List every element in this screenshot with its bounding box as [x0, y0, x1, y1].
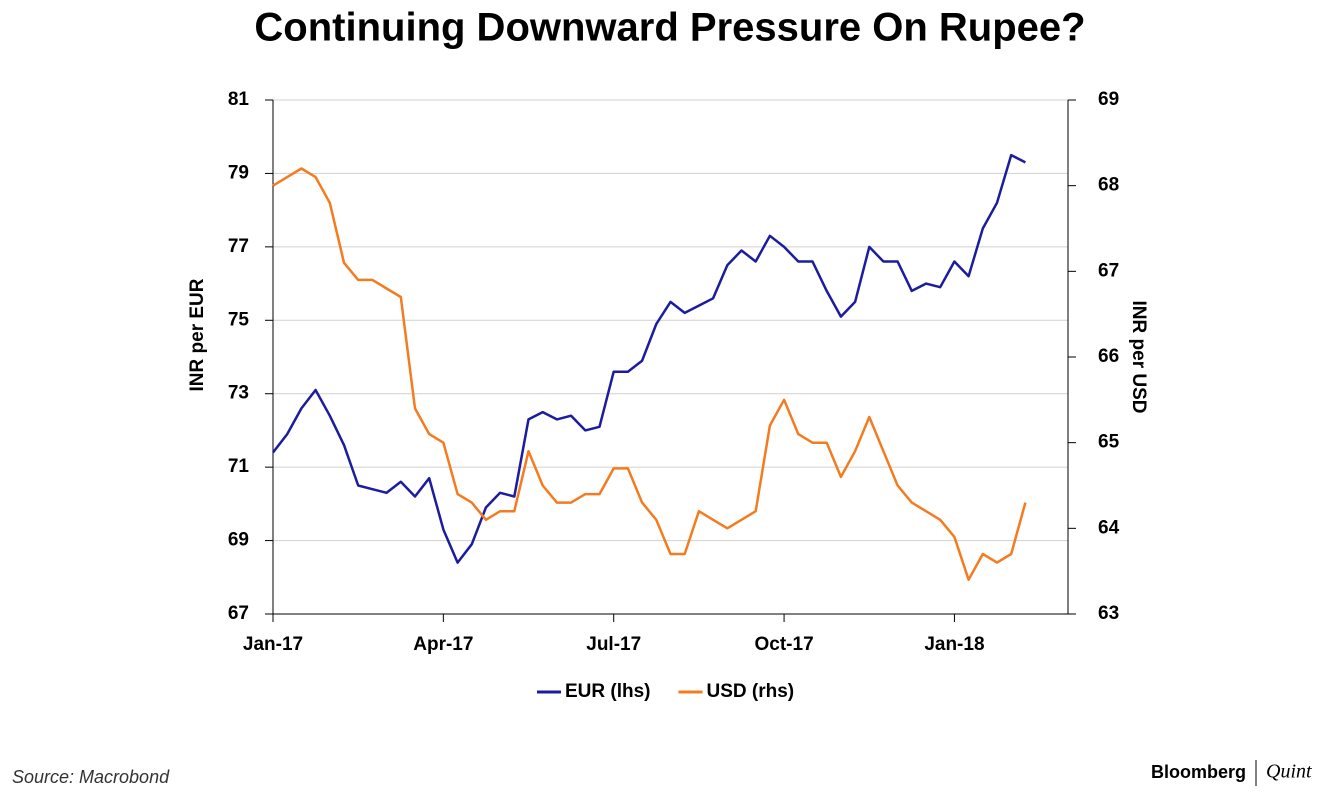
- y-axis-label: INR per EUR: [187, 278, 208, 391]
- series-line: [272, 167, 1027, 581]
- y-tick-label: 81: [228, 89, 250, 110]
- y-tick-label: 79: [228, 162, 249, 183]
- y2-tick-label: 64: [1098, 517, 1120, 538]
- y-tick-label: 71: [228, 456, 250, 477]
- y2-tick-label: 68: [1098, 175, 1119, 196]
- x-tick-label: Jul-17: [586, 634, 641, 655]
- y-tick-label: 73: [228, 383, 249, 404]
- brand-suffix: Quint: [1266, 761, 1312, 783]
- y2-tick-label: 67: [1098, 260, 1119, 281]
- brand-name: Bloomberg: [1151, 762, 1246, 782]
- y-tick-label: 77: [228, 236, 249, 257]
- legend-label: USD (rhs): [707, 681, 795, 702]
- y2-tick-label: 69: [1098, 89, 1119, 110]
- y2-tick-label: 63: [1098, 603, 1119, 624]
- y2-tick-label: 65: [1098, 432, 1120, 453]
- chart-title: Continuing Downward Pressure On Rupee?: [254, 6, 1085, 50]
- y2-axis-label: INR per USD: [1128, 301, 1149, 414]
- y-tick-label: 69: [228, 530, 249, 551]
- source-note: Source: Macrobond: [12, 767, 170, 787]
- x-tick-label: Jan-18: [924, 634, 984, 655]
- x-tick-label: Jan-17: [243, 634, 303, 655]
- legend-label: EUR (lhs): [565, 681, 651, 702]
- y-tick-label: 75: [228, 309, 250, 330]
- y-tick-label: 67: [228, 603, 249, 624]
- x-tick-label: Oct-17: [755, 634, 814, 655]
- series-line: [272, 153, 1026, 564]
- x-tick-label: Apr-17: [413, 634, 473, 655]
- y2-tick-label: 66: [1098, 346, 1119, 367]
